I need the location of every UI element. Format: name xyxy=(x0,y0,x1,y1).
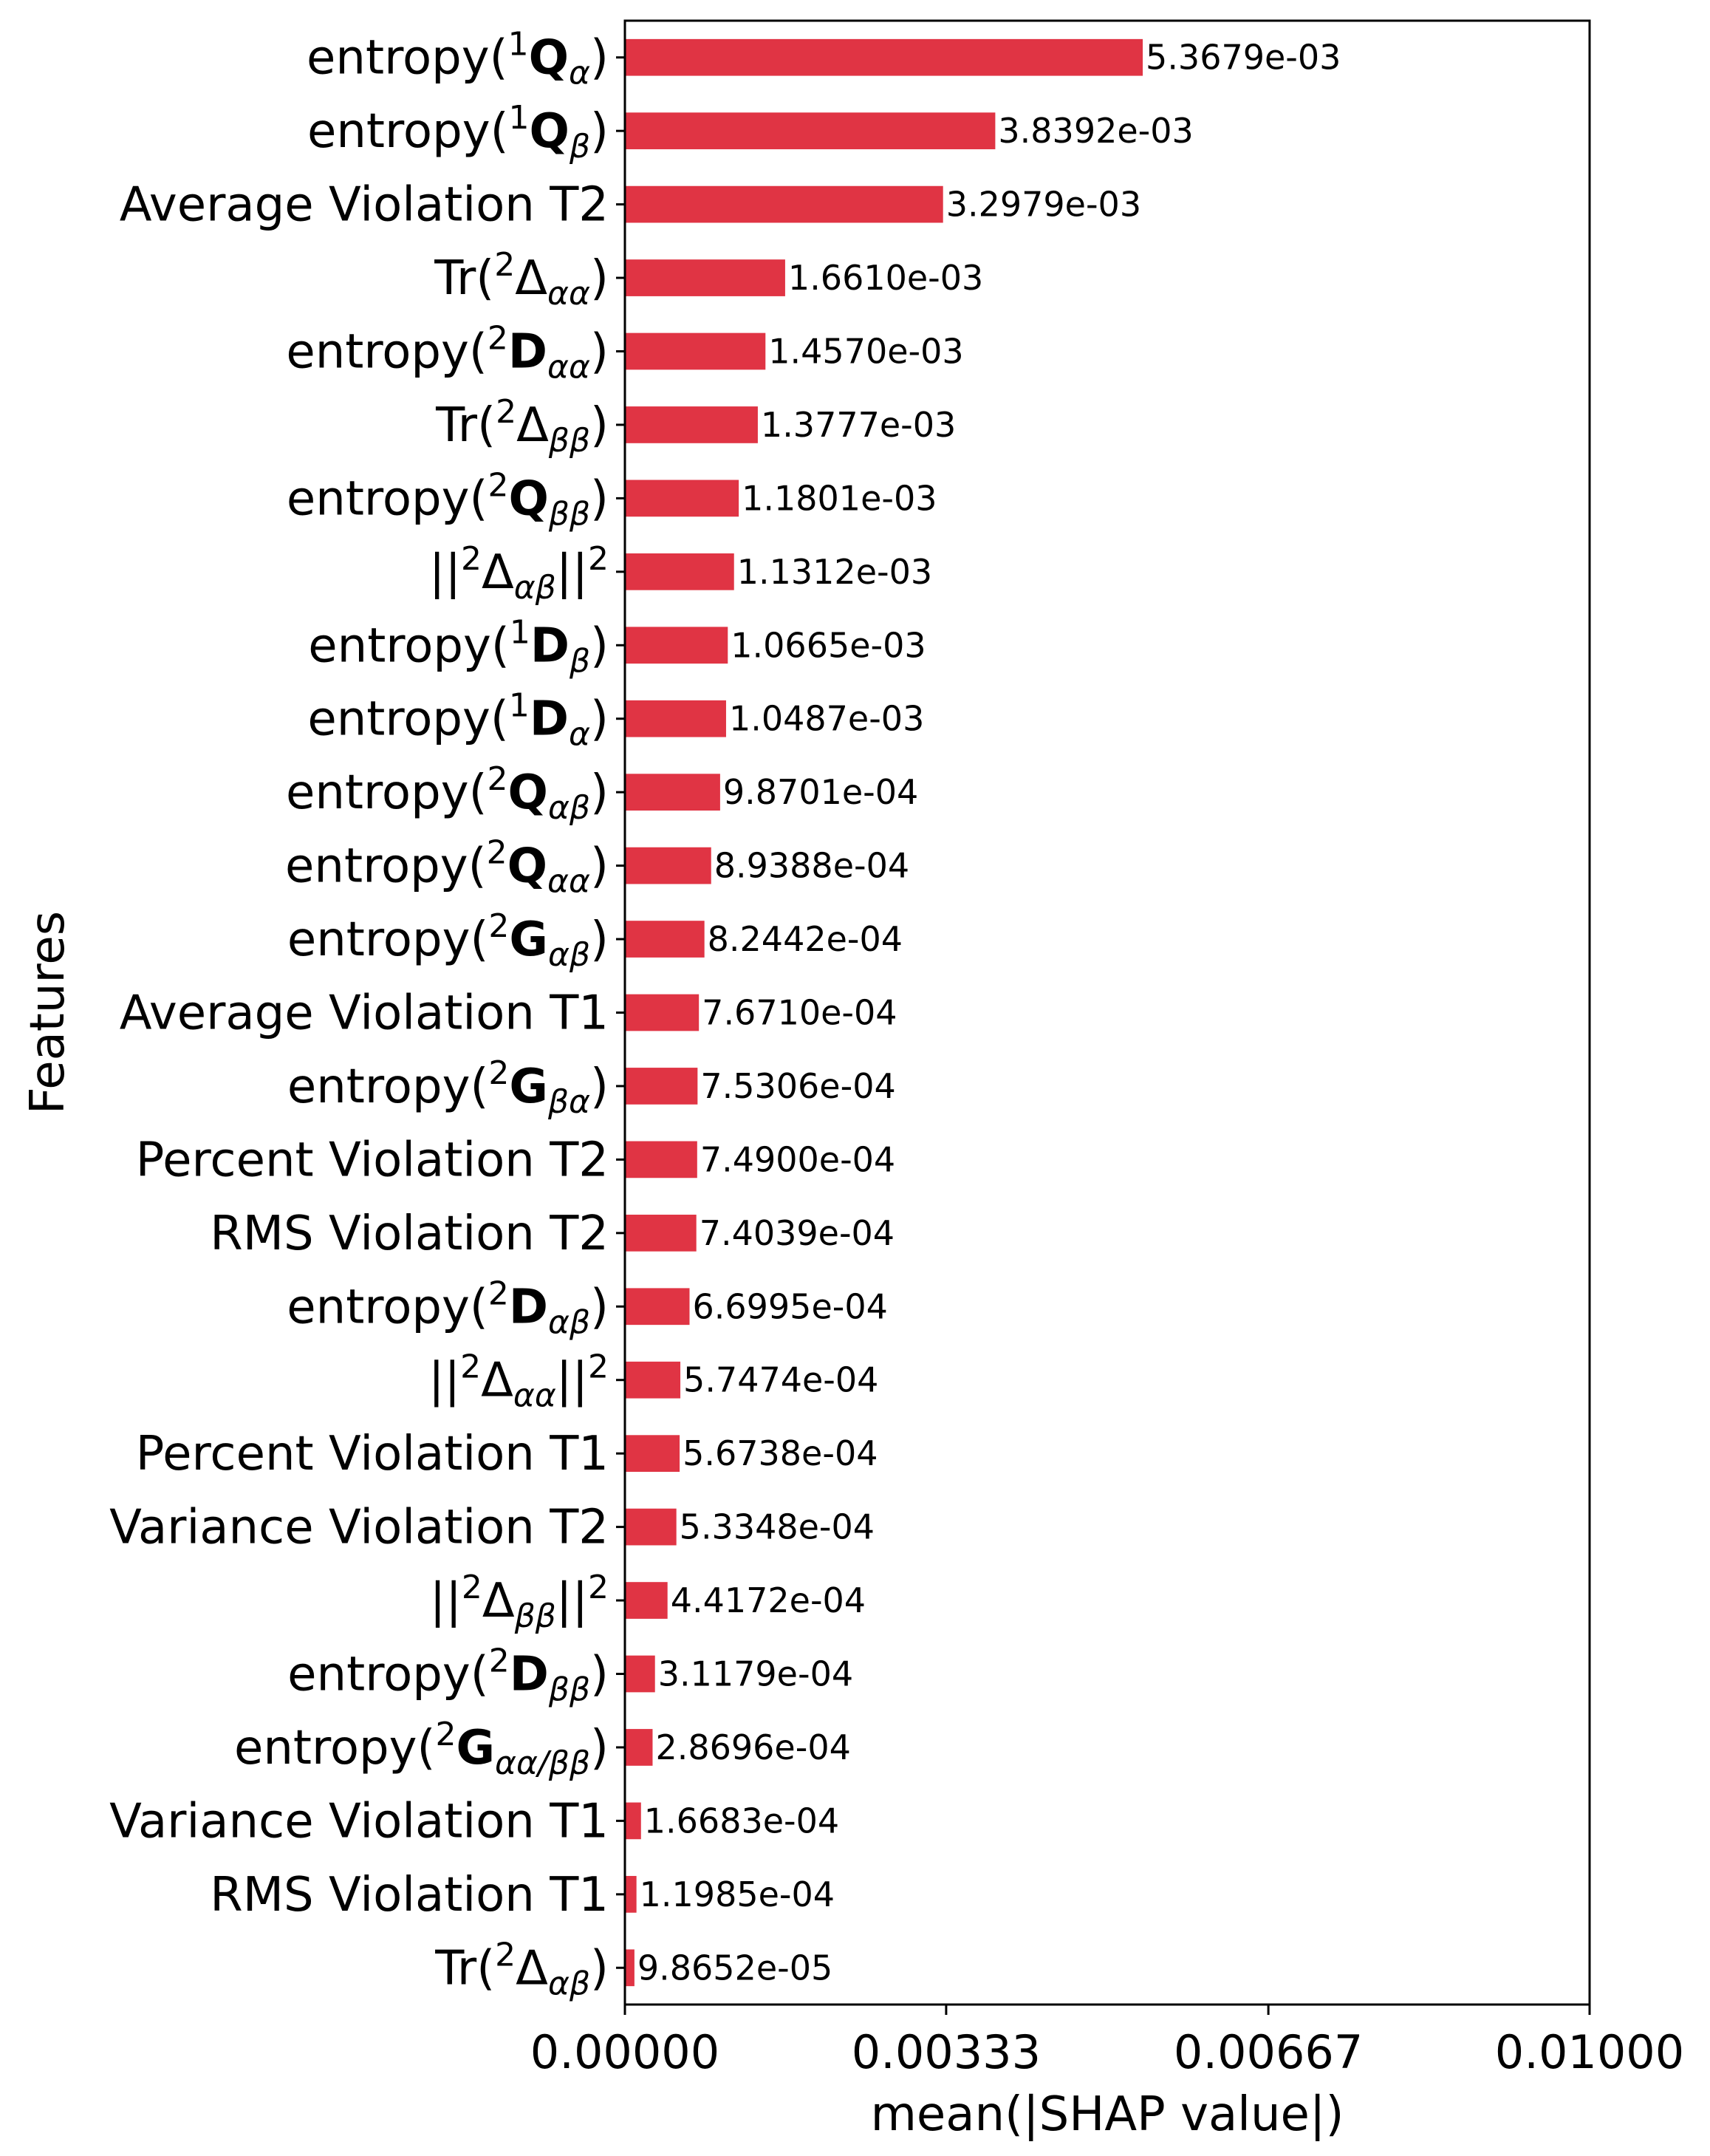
category-label: entropy(2Gαα/ββ) xyxy=(234,1716,609,1782)
bar-value-label: 1.6610e-03 xyxy=(788,258,983,298)
category-label: Average Violation T1 xyxy=(120,986,609,1041)
bar-value-label: 5.3679e-03 xyxy=(1146,38,1341,78)
category-label: entropy(2Qββ) xyxy=(287,466,609,533)
bar xyxy=(625,1655,655,1693)
bar xyxy=(625,1288,690,1326)
bar-value-label: 1.1312e-03 xyxy=(737,552,932,592)
bar-value-label: 3.1179e-04 xyxy=(658,1654,853,1694)
bar-value-label: 5.6738e-04 xyxy=(683,1433,878,1473)
bar xyxy=(625,480,739,517)
category-label: Average Violation T2 xyxy=(120,178,609,233)
bar-value-label: 1.0665e-03 xyxy=(731,625,926,665)
bar xyxy=(625,1068,698,1105)
bar-value-label: 9.8652e-05 xyxy=(637,1948,832,1988)
x-axis-title: mean(|SHAP value|) xyxy=(871,2087,1344,2142)
bar-value-label: 1.1801e-03 xyxy=(742,478,937,518)
bar xyxy=(625,1949,635,1987)
bar xyxy=(625,1582,668,1619)
bar-value-label: 8.9388e-04 xyxy=(714,846,909,886)
bar xyxy=(625,1141,697,1178)
bar xyxy=(625,38,1143,76)
y-axis-title: Features xyxy=(21,911,75,1114)
x-tick-label: 0.00667 xyxy=(1174,2025,1363,2079)
bar xyxy=(625,112,996,150)
category-label: RMS Violation T2 xyxy=(210,1207,609,1261)
bar-value-label: 1.3777e-03 xyxy=(761,405,956,445)
bar xyxy=(625,1729,653,1766)
bar xyxy=(625,1802,641,1840)
bar xyxy=(625,1508,677,1546)
bar xyxy=(625,1435,680,1473)
category-label: ||2Δαβ||2 xyxy=(429,540,609,607)
bar xyxy=(625,994,700,1031)
bar xyxy=(625,185,943,223)
bar-value-label: 4.4172e-04 xyxy=(671,1580,866,1620)
bar xyxy=(625,406,758,443)
x-ticks-layer: 0.00000 0.00333 0.00667 0.01000 xyxy=(530,2005,1684,2079)
category-label: entropy(2Gβα) xyxy=(287,1054,609,1121)
category-label: entropy(2Gαβ) xyxy=(287,907,609,974)
bar xyxy=(625,627,728,664)
category-label: entropy(2Dββ) xyxy=(287,1642,609,1709)
category-label: entropy(2Dαα) xyxy=(286,320,609,386)
x-tick-label: 0.01000 xyxy=(1495,2025,1684,2079)
bar xyxy=(625,921,705,958)
category-label: entropy(1Dα) xyxy=(307,687,609,754)
bar-value-label: 7.4900e-04 xyxy=(700,1139,895,1179)
bar-value-label: 6.6995e-04 xyxy=(692,1286,887,1326)
bar-value-label: 1.1985e-04 xyxy=(640,1874,835,1914)
category-label: ||2Δαα||2 xyxy=(428,1348,609,1415)
bar-value-label: 7.4039e-04 xyxy=(700,1213,895,1253)
bar-value-label: 1.4570e-03 xyxy=(768,332,963,372)
x-tick-label: 0.00333 xyxy=(852,2025,1041,2079)
category-label: Variance Violation T1 xyxy=(109,1794,609,1849)
category-label: Tr(2Δαα) xyxy=(434,246,609,313)
bar xyxy=(625,259,785,296)
category-label: ||2Δββ||2 xyxy=(430,1569,609,1635)
x-tick-label: 0.00000 xyxy=(530,2025,719,2079)
bar-value-label: 3.8392e-03 xyxy=(998,111,1193,151)
value-labels-layer: 5.3679e-03 3.8392e-03 3.2979e-03 1.6610e-03… xyxy=(637,38,1341,1988)
bar xyxy=(625,847,711,884)
category-label: Percent Violation T2 xyxy=(136,1133,609,1187)
category-label: Percent Violation T1 xyxy=(136,1427,609,1481)
bar-value-label: 1.6683e-04 xyxy=(644,1801,839,1841)
category-label: entropy(1Dβ) xyxy=(308,613,609,680)
bar xyxy=(625,332,766,370)
bar-value-label: 1.0487e-03 xyxy=(729,699,924,739)
bar-value-label: 8.2442e-04 xyxy=(708,919,903,959)
bar-value-label: 7.6710e-04 xyxy=(702,993,897,1033)
bar-value-label: 3.2979e-03 xyxy=(946,185,1141,225)
bar xyxy=(625,774,720,811)
bar xyxy=(625,553,734,590)
category-labels-layer: entropy(1Qα) entropy(1Qβ) Average Violatio… xyxy=(109,26,609,2003)
category-label: Tr(2Δαβ) xyxy=(434,1936,609,2002)
category-label: entropy(2Qαβ) xyxy=(286,760,609,827)
category-label: entropy(2Qαα) xyxy=(285,834,609,901)
category-label: RMS Violation T1 xyxy=(210,1868,609,1923)
bars-layer xyxy=(625,38,1143,1987)
bar xyxy=(625,1361,681,1399)
bar xyxy=(625,1214,697,1252)
bar xyxy=(625,700,726,737)
bar-value-label: 7.5306e-04 xyxy=(700,1066,895,1106)
category-label: entropy(1Qβ) xyxy=(307,99,609,166)
bar xyxy=(625,1875,637,1913)
bar-value-label: 9.8701e-04 xyxy=(723,772,918,812)
category-label: entropy(1Qα) xyxy=(307,26,609,92)
axes-frame xyxy=(623,19,1591,2006)
bar-value-label: 5.3348e-04 xyxy=(680,1507,875,1547)
category-label: Tr(2Δββ) xyxy=(435,393,609,460)
category-label: Variance Violation T2 xyxy=(109,1501,609,1555)
category-label: entropy(2Dαβ) xyxy=(287,1275,609,1341)
bar-value-label: 5.7474e-04 xyxy=(683,1360,878,1400)
bar-value-label: 2.8696e-04 xyxy=(655,1727,850,1767)
y-ticks-layer xyxy=(616,56,625,1969)
